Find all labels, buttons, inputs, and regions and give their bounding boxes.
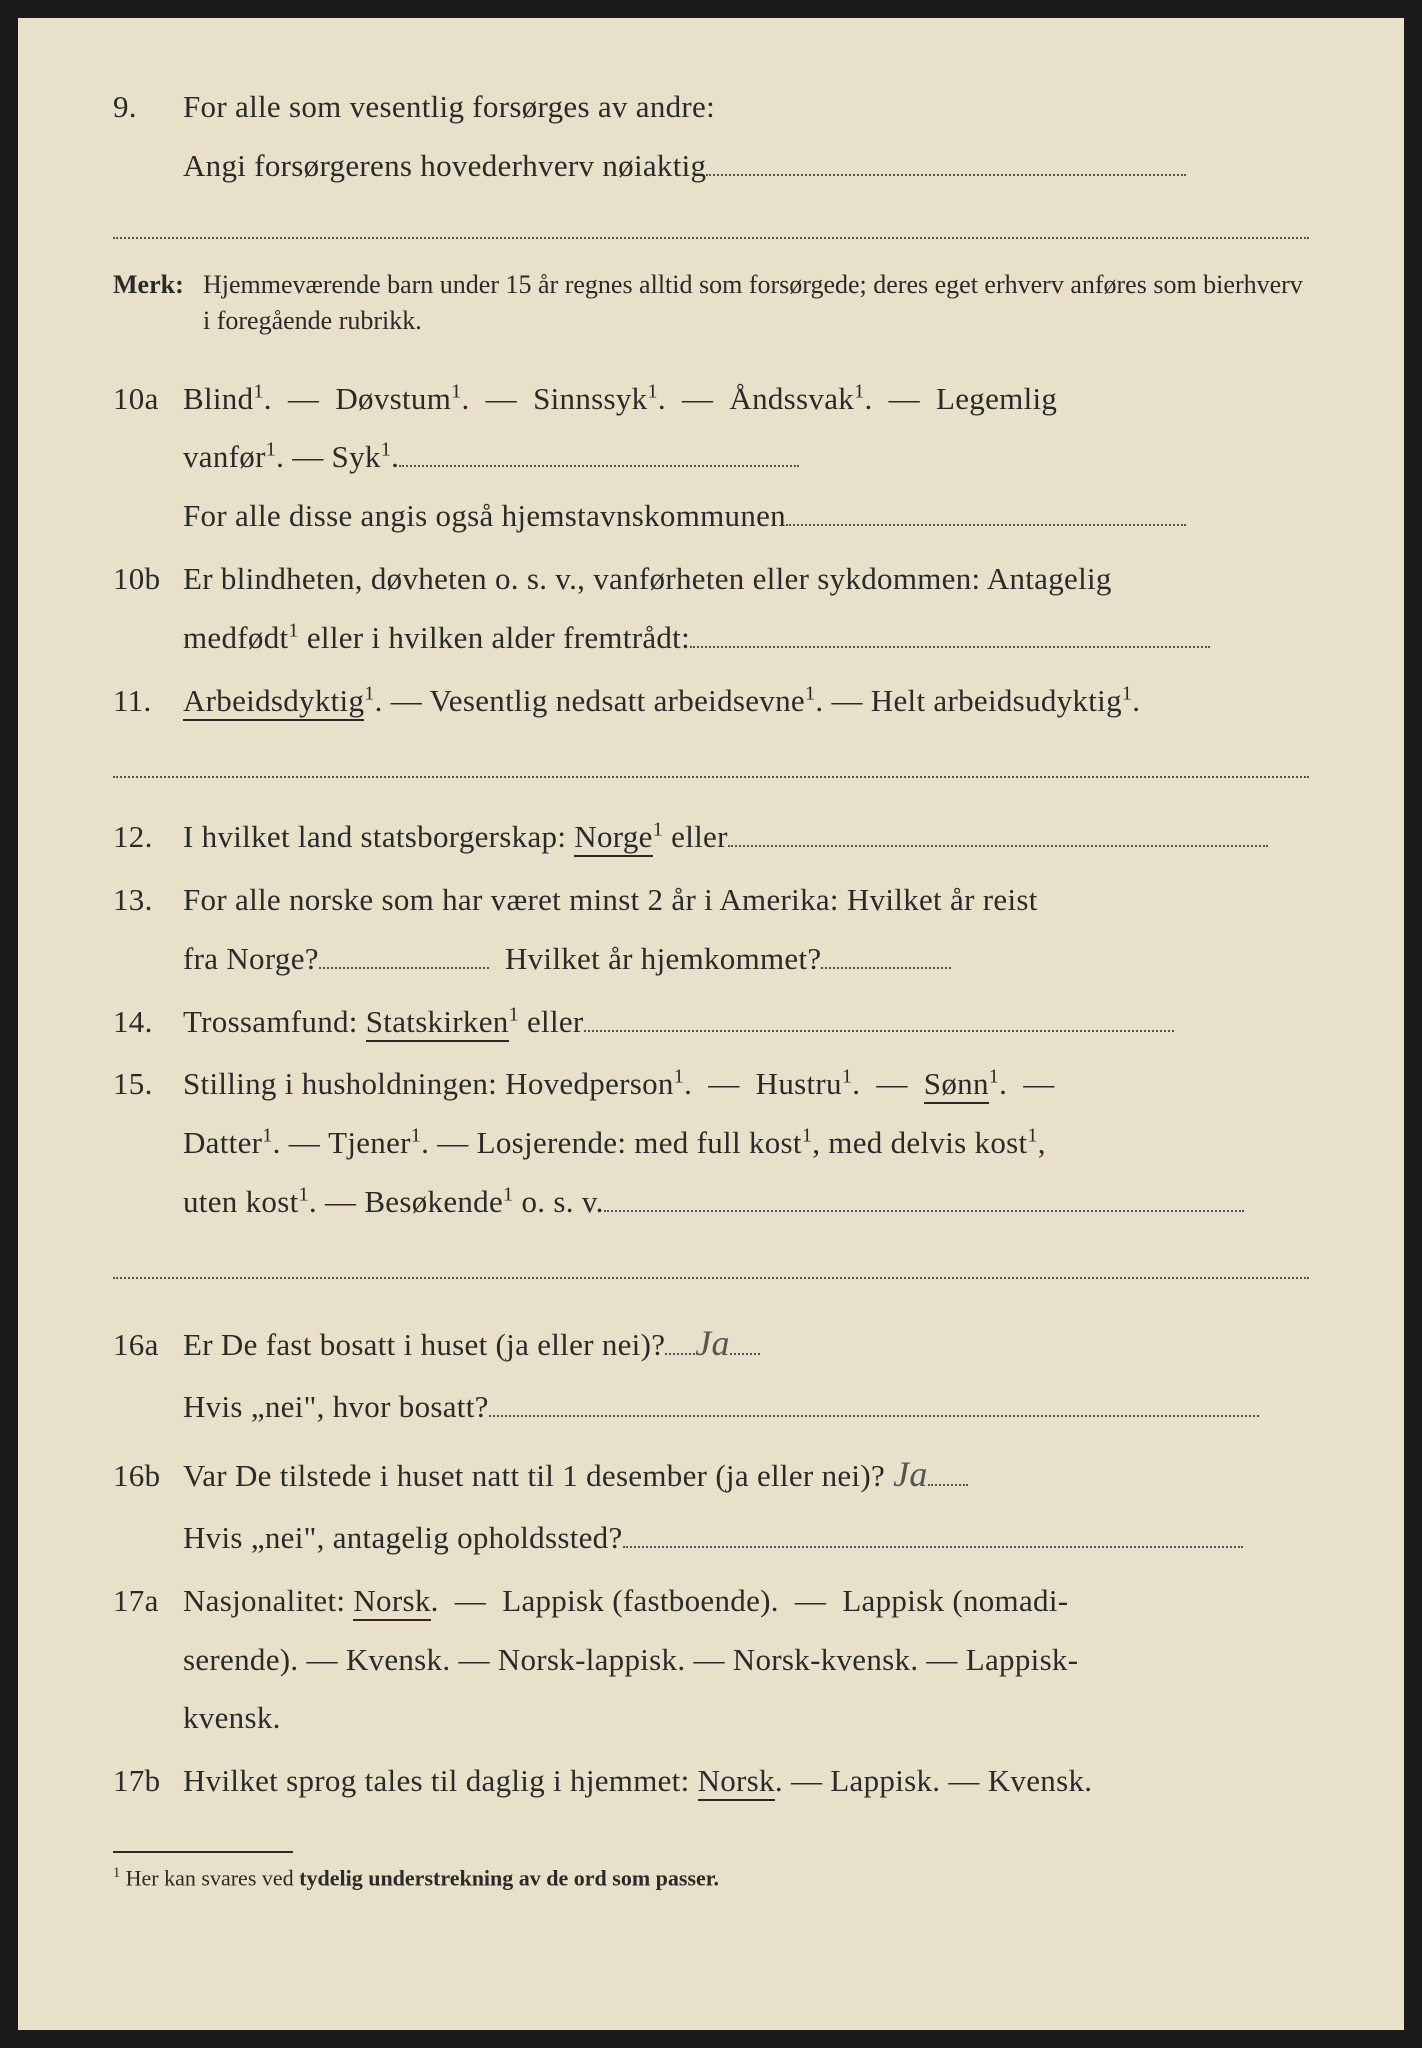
- fill-line: [728, 845, 1268, 847]
- q11-options: Arbeidsdyktig1. — Vesentlig nedsatt arbe…: [183, 672, 1309, 731]
- footnote: 1 Her kan svares ved tydelig understrekn…: [113, 1865, 1309, 1891]
- q15-line3: uten kost1. — Besøkende1 o. s. v.: [183, 1173, 1309, 1232]
- fill-line: [319, 967, 489, 969]
- q13-number: 13.: [113, 871, 183, 930]
- q17a-line3: kvensk.: [183, 1689, 1309, 1748]
- q13-text1: For alle norske som har været minst 2 år…: [183, 871, 1309, 930]
- q10a-text2: For alle disse angis også hjemstavnskomm…: [183, 498, 786, 533]
- section-divider: [113, 1276, 1309, 1279]
- q14-number: 14.: [113, 993, 183, 1052]
- q10b-text2b: eller i hvilken alder fremtrådt:: [299, 620, 690, 655]
- question-17b: 17b Hvilket sprog tales til daglig i hje…: [113, 1752, 1309, 1811]
- q10a-number: 10a: [113, 370, 183, 429]
- footnote-rule: [113, 1851, 293, 1853]
- q10b-number: 10b: [113, 550, 183, 609]
- section-divider: [113, 775, 1309, 778]
- fill-line: [821, 967, 951, 969]
- q17b-number: 17b: [113, 1752, 183, 1811]
- q10b-text1: Er blindheten, døvheten o. s. v., vanfør…: [183, 550, 1309, 609]
- q15-line2: Datter1. — Tjener1. — Losjerende: med fu…: [183, 1114, 1309, 1173]
- question-11: 11. Arbeidsdyktig1. — Vesentlig nedsatt …: [113, 672, 1309, 731]
- q16b-number: 16b: [113, 1447, 183, 1506]
- q12-opt: Norge: [574, 819, 652, 857]
- q9-text2: Angi forsørgerens hovederhverv nøiaktig: [183, 148, 706, 183]
- q10a-options-2: vanfør1. — Syk1.: [183, 428, 1309, 487]
- fill-line: [730, 1353, 760, 1355]
- fill-line: [489, 1415, 1259, 1417]
- question-12: 12. I hvilket land statsborgerskap: Norg…: [113, 808, 1309, 867]
- q10b-text2a: medfødt: [183, 620, 288, 655]
- fill-line: [665, 1353, 695, 1355]
- q16a-number: 16a: [113, 1316, 183, 1375]
- q16a-text2: Hvis „nei", hvor bosatt?: [183, 1389, 489, 1424]
- note-merk: Merk: Hjemmeværende barn under 15 år reg…: [113, 267, 1309, 340]
- merk-label: Merk:: [113, 267, 203, 340]
- fill-line: [399, 465, 799, 467]
- q16b-text1: Var De tilstede i huset natt til 1 desem…: [183, 1458, 885, 1493]
- fill-line: [706, 174, 1186, 176]
- q13-text2b: Hvilket år hjemkommet?: [505, 941, 822, 976]
- q11-number: 11.: [113, 672, 183, 731]
- q10a-options: Blind1. — Døvstum1. — Sinnssyk1. — Åndss…: [183, 370, 1309, 429]
- q9-number: 9.: [113, 78, 183, 137]
- fill-line: [690, 646, 1210, 648]
- question-16a: 16a Er De fast bosatt i huset (ja eller …: [113, 1309, 1309, 1436]
- question-17a: 17a Nasjonalitet: Norsk. — Lappisk (fast…: [113, 1572, 1309, 1749]
- q12-text2: eller: [663, 819, 728, 854]
- fill-line: [113, 236, 1309, 239]
- q12-number: 12.: [113, 808, 183, 867]
- q14-text2: eller: [519, 1004, 584, 1039]
- fill-line: [584, 1030, 1174, 1032]
- fill-line: [786, 524, 1186, 526]
- q17a-line1: Nasjonalitet: Norsk. — Lappisk (fastboen…: [183, 1572, 1309, 1631]
- question-10a: 10a Blind1. — Døvstum1. — Sinnssyk1. — Å…: [113, 370, 1309, 547]
- question-9: 9. For alle som vesentlig forsørges av a…: [113, 78, 1309, 239]
- q9-text1: For alle som vesentlig forsørges av andr…: [183, 78, 1309, 137]
- fill-line: [623, 1546, 1243, 1548]
- question-16b: 16b Var De tilstede i huset natt til 1 d…: [113, 1440, 1309, 1567]
- fill-line: [604, 1210, 1244, 1212]
- q16a-text1: Er De fast bosatt i huset (ja eller nei)…: [183, 1327, 665, 1362]
- q16b-answer: Ja: [893, 1454, 928, 1494]
- question-14: 14. Trossamfund: Statskirken1 eller: [113, 993, 1309, 1052]
- q15-line1: Stilling i husholdningen: Hovedperson1. …: [183, 1055, 1309, 1114]
- q14-text1: Trossamfund:: [183, 1004, 366, 1039]
- q16b-text2: Hvis „nei", antagelig opholdssted?: [183, 1520, 623, 1555]
- merk-text: Hjemmeværende barn under 15 år regnes al…: [203, 267, 1309, 340]
- fill-line: [928, 1484, 968, 1486]
- q16a-answer: Ja: [695, 1323, 730, 1363]
- q14-opt: Statskirken: [366, 1004, 509, 1042]
- q17a-line2: serende). — Kvensk. — Norsk-lappisk. — N…: [183, 1631, 1309, 1690]
- q12-text1: I hvilket land statsborgerskap:: [183, 819, 574, 854]
- question-13: 13. For alle norske som har været minst …: [113, 871, 1309, 989]
- document-page: 9. For alle som vesentlig forsørges av a…: [0, 0, 1422, 2048]
- q13-text2a: fra Norge?: [183, 941, 319, 976]
- question-15: 15. Stilling i husholdningen: Hovedperso…: [113, 1055, 1309, 1232]
- q15-number: 15.: [113, 1055, 183, 1114]
- question-10b: 10b Er blindheten, døvheten o. s. v., va…: [113, 550, 1309, 668]
- q17a-number: 17a: [113, 1572, 183, 1631]
- q17b-text: Hvilket sprog tales til daglig i hjemmet…: [183, 1752, 1309, 1811]
